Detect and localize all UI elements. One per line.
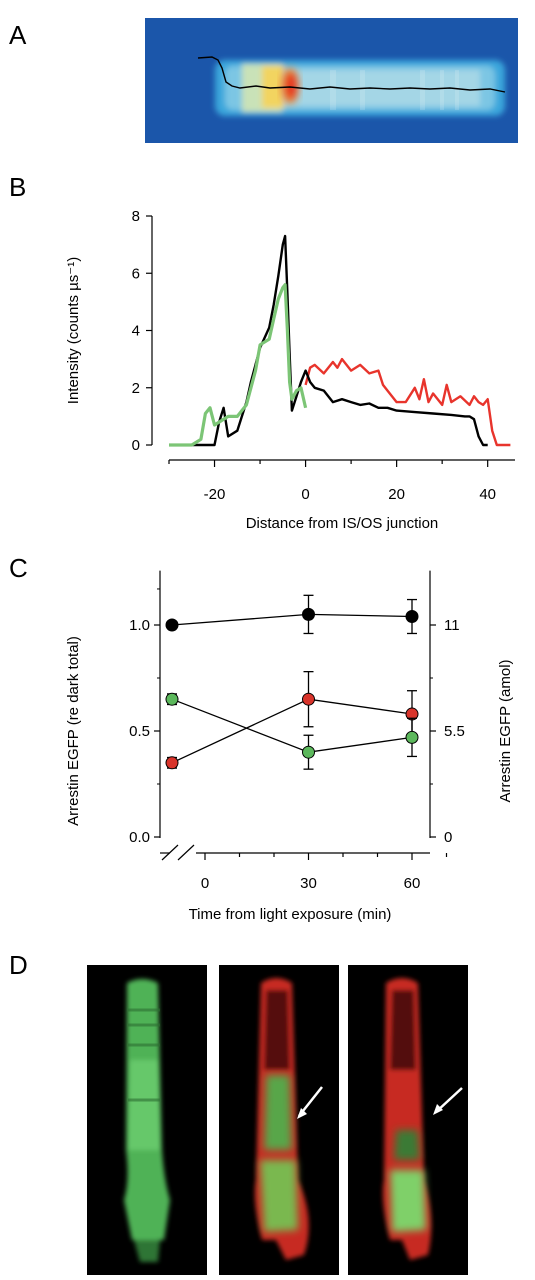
panel-label-d: D bbox=[9, 950, 28, 980]
chart-b-y-tick-label: 2 bbox=[132, 380, 140, 397]
panel-label-b: B bbox=[9, 172, 27, 202]
chart-c-x-tick-label: 60 bbox=[404, 875, 421, 892]
chart-b-x-tick-label: 40 bbox=[479, 486, 496, 503]
chart-b-y-tick-label: 8 bbox=[132, 208, 140, 225]
chart-c-left-y-axis-label: Arrestin EGFP (re dark total) bbox=[65, 636, 82, 826]
panel-b-chart: 0 2 4 6 8 -20 0 20 40 Distance from IS/OS juncti… bbox=[65, 208, 515, 532]
fluorescence-image-merge-60min bbox=[348, 965, 468, 1275]
chart-b-x-axis-label: Distance from IS/OS junction bbox=[246, 515, 439, 532]
chart-c-data-point bbox=[405, 730, 419, 744]
axis-break-icon bbox=[161, 844, 179, 861]
image-profile-trace bbox=[197, 56, 506, 93]
chart-c-left-y-tick-label: 1.0 bbox=[129, 617, 150, 634]
chart-c-right-y-tick-label: 5.5 bbox=[444, 723, 465, 740]
chart-c-left-y-tick-label: 0.0 bbox=[129, 829, 150, 846]
chart-c-data-point bbox=[165, 618, 179, 632]
chart-b-y-tick-label: 6 bbox=[132, 265, 140, 282]
chart-c-x-tick-label: 30 bbox=[300, 875, 317, 892]
chart-b-series-line bbox=[169, 234, 488, 447]
chart-c-right-y-tick-label: 0 bbox=[444, 829, 452, 846]
chart-b-y-axis-label: Intensity (counts µs⁻¹) bbox=[65, 257, 82, 404]
chart-b-x-tick-label: 20 bbox=[388, 486, 405, 503]
chart-b-x-tick-label: -20 bbox=[204, 486, 226, 503]
fluorescence-image-merge-30min bbox=[219, 965, 339, 1275]
panel-label-a: A bbox=[9, 20, 27, 50]
chart-b-series-line bbox=[304, 357, 511, 447]
chart-b-series-line bbox=[169, 283, 308, 447]
panel-a-image bbox=[145, 18, 518, 143]
chart-c-x-axis-label: Time from light exposure (min) bbox=[189, 906, 392, 923]
chart-c-left-y-tick-label: 0.5 bbox=[129, 723, 150, 740]
chart-b-x-tick-label: 0 bbox=[301, 486, 309, 503]
chart-c-data-point bbox=[302, 745, 315, 759]
chart-c-data-point bbox=[302, 692, 315, 706]
chart-c-right-y-axis-label: Arrestin EGFP (amol) bbox=[497, 659, 514, 802]
chart-c-data-point bbox=[405, 610, 419, 624]
chart-c-data-point bbox=[165, 756, 179, 770]
chart-c-right-y-tick-label: 11 bbox=[444, 617, 460, 634]
panel-c-chart: 0.0 0.5 1.0 0 5.5 11 0 30 60 Time from light exp… bbox=[65, 570, 514, 923]
panel-label-c: C bbox=[9, 553, 28, 583]
chart-c-data-point bbox=[302, 607, 315, 621]
axis-break-icon bbox=[177, 844, 195, 861]
chart-b-y-tick-label: 4 bbox=[132, 323, 140, 340]
chart-c-x-tick-label: 0 bbox=[201, 875, 209, 892]
fluorescence-image-green bbox=[87, 965, 207, 1275]
chart-b-y-tick-label: 0 bbox=[132, 437, 140, 454]
chart-c-data-point bbox=[165, 692, 179, 706]
